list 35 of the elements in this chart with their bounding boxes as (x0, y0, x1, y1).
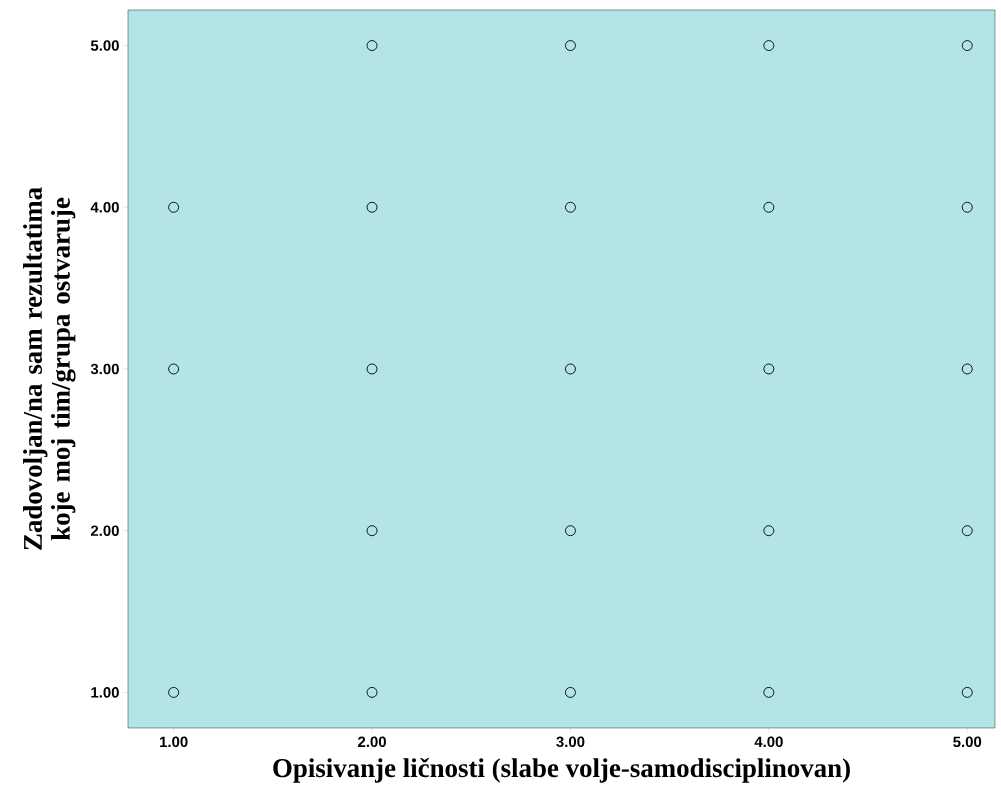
point (961, 363, 973, 375)
x-axis-title: Opisivanje ličnosti (slabe volje-samodisciplinovan) (273, 757, 850, 783)
y-tick-label: 1.00 (91, 687, 119, 698)
x-tick-label: 4.00 (754, 736, 783, 748)
point (564, 363, 576, 375)
point (168, 686, 180, 698)
y-tick-label: 4.00 (90, 201, 119, 213)
point (564, 525, 576, 537)
point (961, 40, 973, 51)
x-tick-label: 3.00 (556, 736, 585, 748)
point (961, 686, 973, 698)
y-axis-title: Zadovoljan/na sam rezultatima koje moj tim/grupa ostvaruje (23, 187, 76, 550)
point (168, 201, 180, 213)
point (366, 40, 378, 51)
point (168, 363, 180, 375)
point (564, 40, 576, 51)
point (366, 525, 378, 537)
point (366, 363, 378, 375)
x-tick-label: 5.00 (953, 736, 982, 748)
point (763, 363, 775, 375)
x-tick-label: 2.00 (358, 736, 386, 748)
y-tick-label: 2.00 (90, 525, 119, 536)
point (366, 686, 378, 698)
x-tick-label: 1.00 (160, 736, 188, 748)
y-tick-label: 5.00 (90, 40, 119, 51)
point (961, 525, 973, 537)
point (564, 686, 576, 698)
point (763, 201, 775, 213)
point (763, 525, 775, 537)
point (366, 201, 378, 213)
point (564, 201, 576, 213)
point (961, 201, 973, 213)
point (763, 40, 775, 51)
y-tick-label: 3.00 (90, 363, 119, 375)
point (763, 686, 775, 698)
